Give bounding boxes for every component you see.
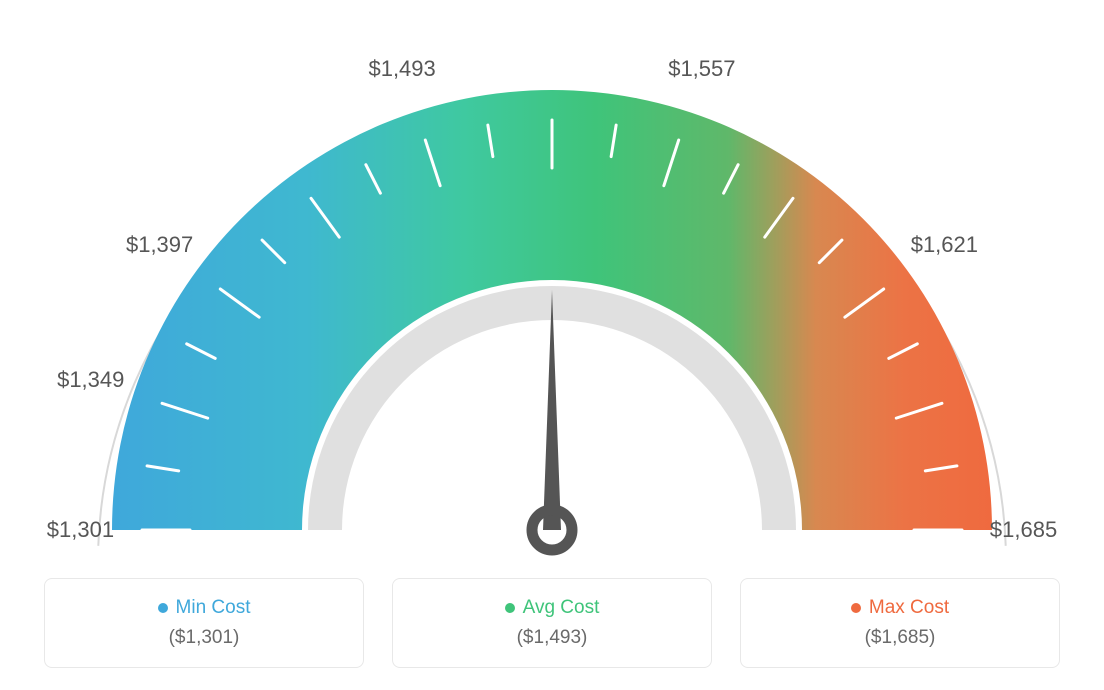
legend-dot-max xyxy=(851,603,861,613)
legend-title-min: Min Cost xyxy=(158,597,251,619)
legend-dot-min xyxy=(158,603,168,613)
gauge-tick-label: $1,301 xyxy=(47,517,114,543)
legend-card-max: Max Cost ($1,685) xyxy=(740,578,1060,668)
legend-label-avg: Avg Cost xyxy=(523,597,600,619)
legend-value-max: ($1,685) xyxy=(865,627,936,649)
gauge-tick-label: $1,557 xyxy=(668,56,735,82)
legend-card-min: Min Cost ($1,301) xyxy=(44,578,364,668)
cost-gauge: $1,301 $1,349 $1,397 $1,493 $1,557 $1,621 $1,6… xyxy=(22,10,1082,570)
legend-label-min: Min Cost xyxy=(176,597,251,619)
legend-dot-avg xyxy=(505,603,515,613)
legend-row: Min Cost ($1,301) Avg Cost ($1,493) Max … xyxy=(44,578,1060,668)
gauge-tick-label: $1,685 xyxy=(990,517,1057,543)
gauge-tick-label: $1,621 xyxy=(911,232,978,258)
legend-value-min: ($1,301) xyxy=(169,627,240,649)
gauge-tick-label: $1,349 xyxy=(57,367,124,393)
legend-title-max: Max Cost xyxy=(851,597,949,619)
legend-title-avg: Avg Cost xyxy=(505,597,600,619)
gauge-svg xyxy=(22,10,1082,570)
legend-value-avg: ($1,493) xyxy=(517,627,588,649)
gauge-tick-label: $1,397 xyxy=(126,232,193,258)
legend-card-avg: Avg Cost ($1,493) xyxy=(392,578,712,668)
gauge-tick-label: $1,493 xyxy=(368,56,435,82)
legend-label-max: Max Cost xyxy=(869,597,949,619)
